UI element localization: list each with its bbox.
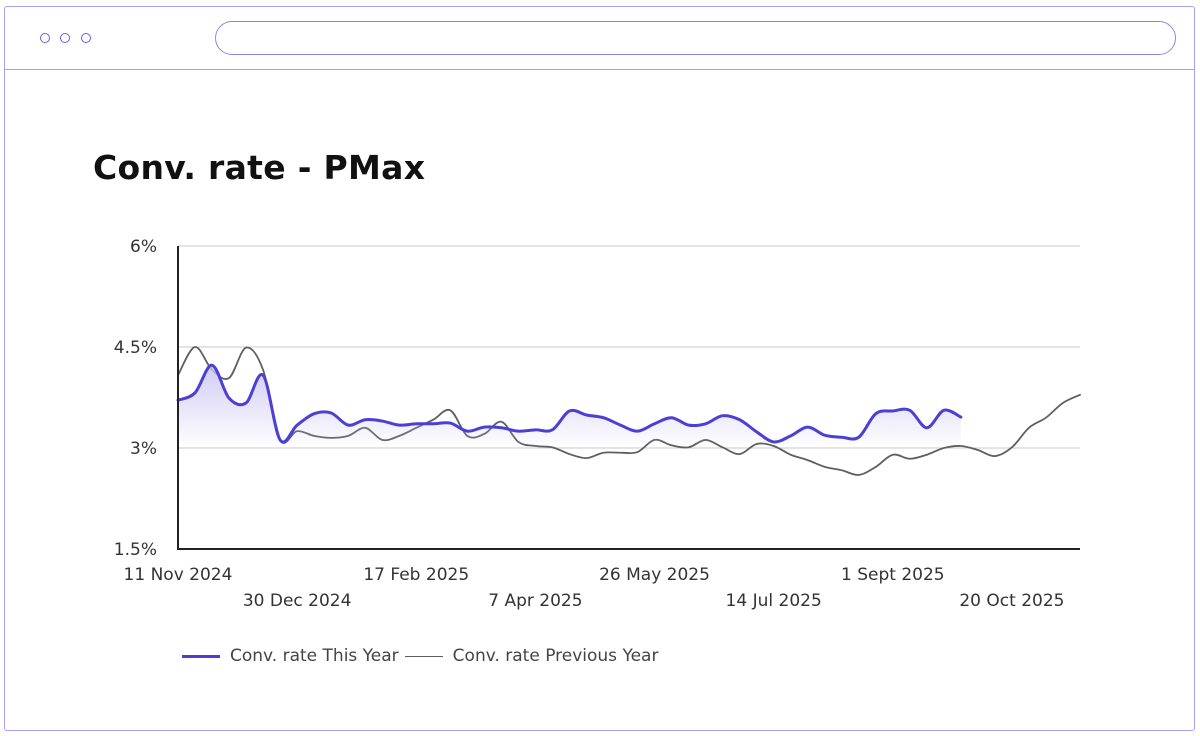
chart-title: Conv. rate - PMax <box>93 148 426 187</box>
address-bar[interactable] <box>215 21 1176 55</box>
chart-legend: Conv. rate This Year Conv. rate Previous… <box>182 646 658 666</box>
x-tick-label: 7 Apr 2025 <box>488 591 582 611</box>
window-control-dot[interactable] <box>81 33 91 43</box>
x-tick-label: 30 Dec 2024 <box>243 591 352 611</box>
legend-swatch-previous-year <box>404 655 443 657</box>
browser-toolbar <box>5 7 1194 70</box>
legend-swatch-this-year <box>182 654 220 658</box>
y-tick-label: 6% <box>130 237 157 257</box>
window-control-dot[interactable] <box>60 33 70 43</box>
area-fill-this-year <box>178 365 961 444</box>
x-tick-label: 11 Nov 2024 <box>124 565 233 585</box>
x-tick-label: 26 May 2025 <box>599 565 710 585</box>
browser-window <box>4 6 1195 731</box>
legend-label-previous-year: Conv. rate Previous Year <box>452 646 659 666</box>
x-tick-label: 14 Jul 2025 <box>726 591 822 611</box>
y-tick-label: 1.5% <box>114 540 157 560</box>
x-tick-label: 20 Oct 2025 <box>959 591 1064 611</box>
legend-label-this-year: Conv. rate This Year <box>230 646 399 666</box>
y-tick-label: 4.5% <box>114 338 157 358</box>
y-tick-label: 3% <box>130 439 157 459</box>
window-control-dot[interactable] <box>40 33 50 43</box>
series-line-this-year <box>176 363 963 444</box>
x-tick-label: 1 Sept 2025 <box>841 565 945 585</box>
x-tick-label: 17 Feb 2025 <box>363 565 469 585</box>
